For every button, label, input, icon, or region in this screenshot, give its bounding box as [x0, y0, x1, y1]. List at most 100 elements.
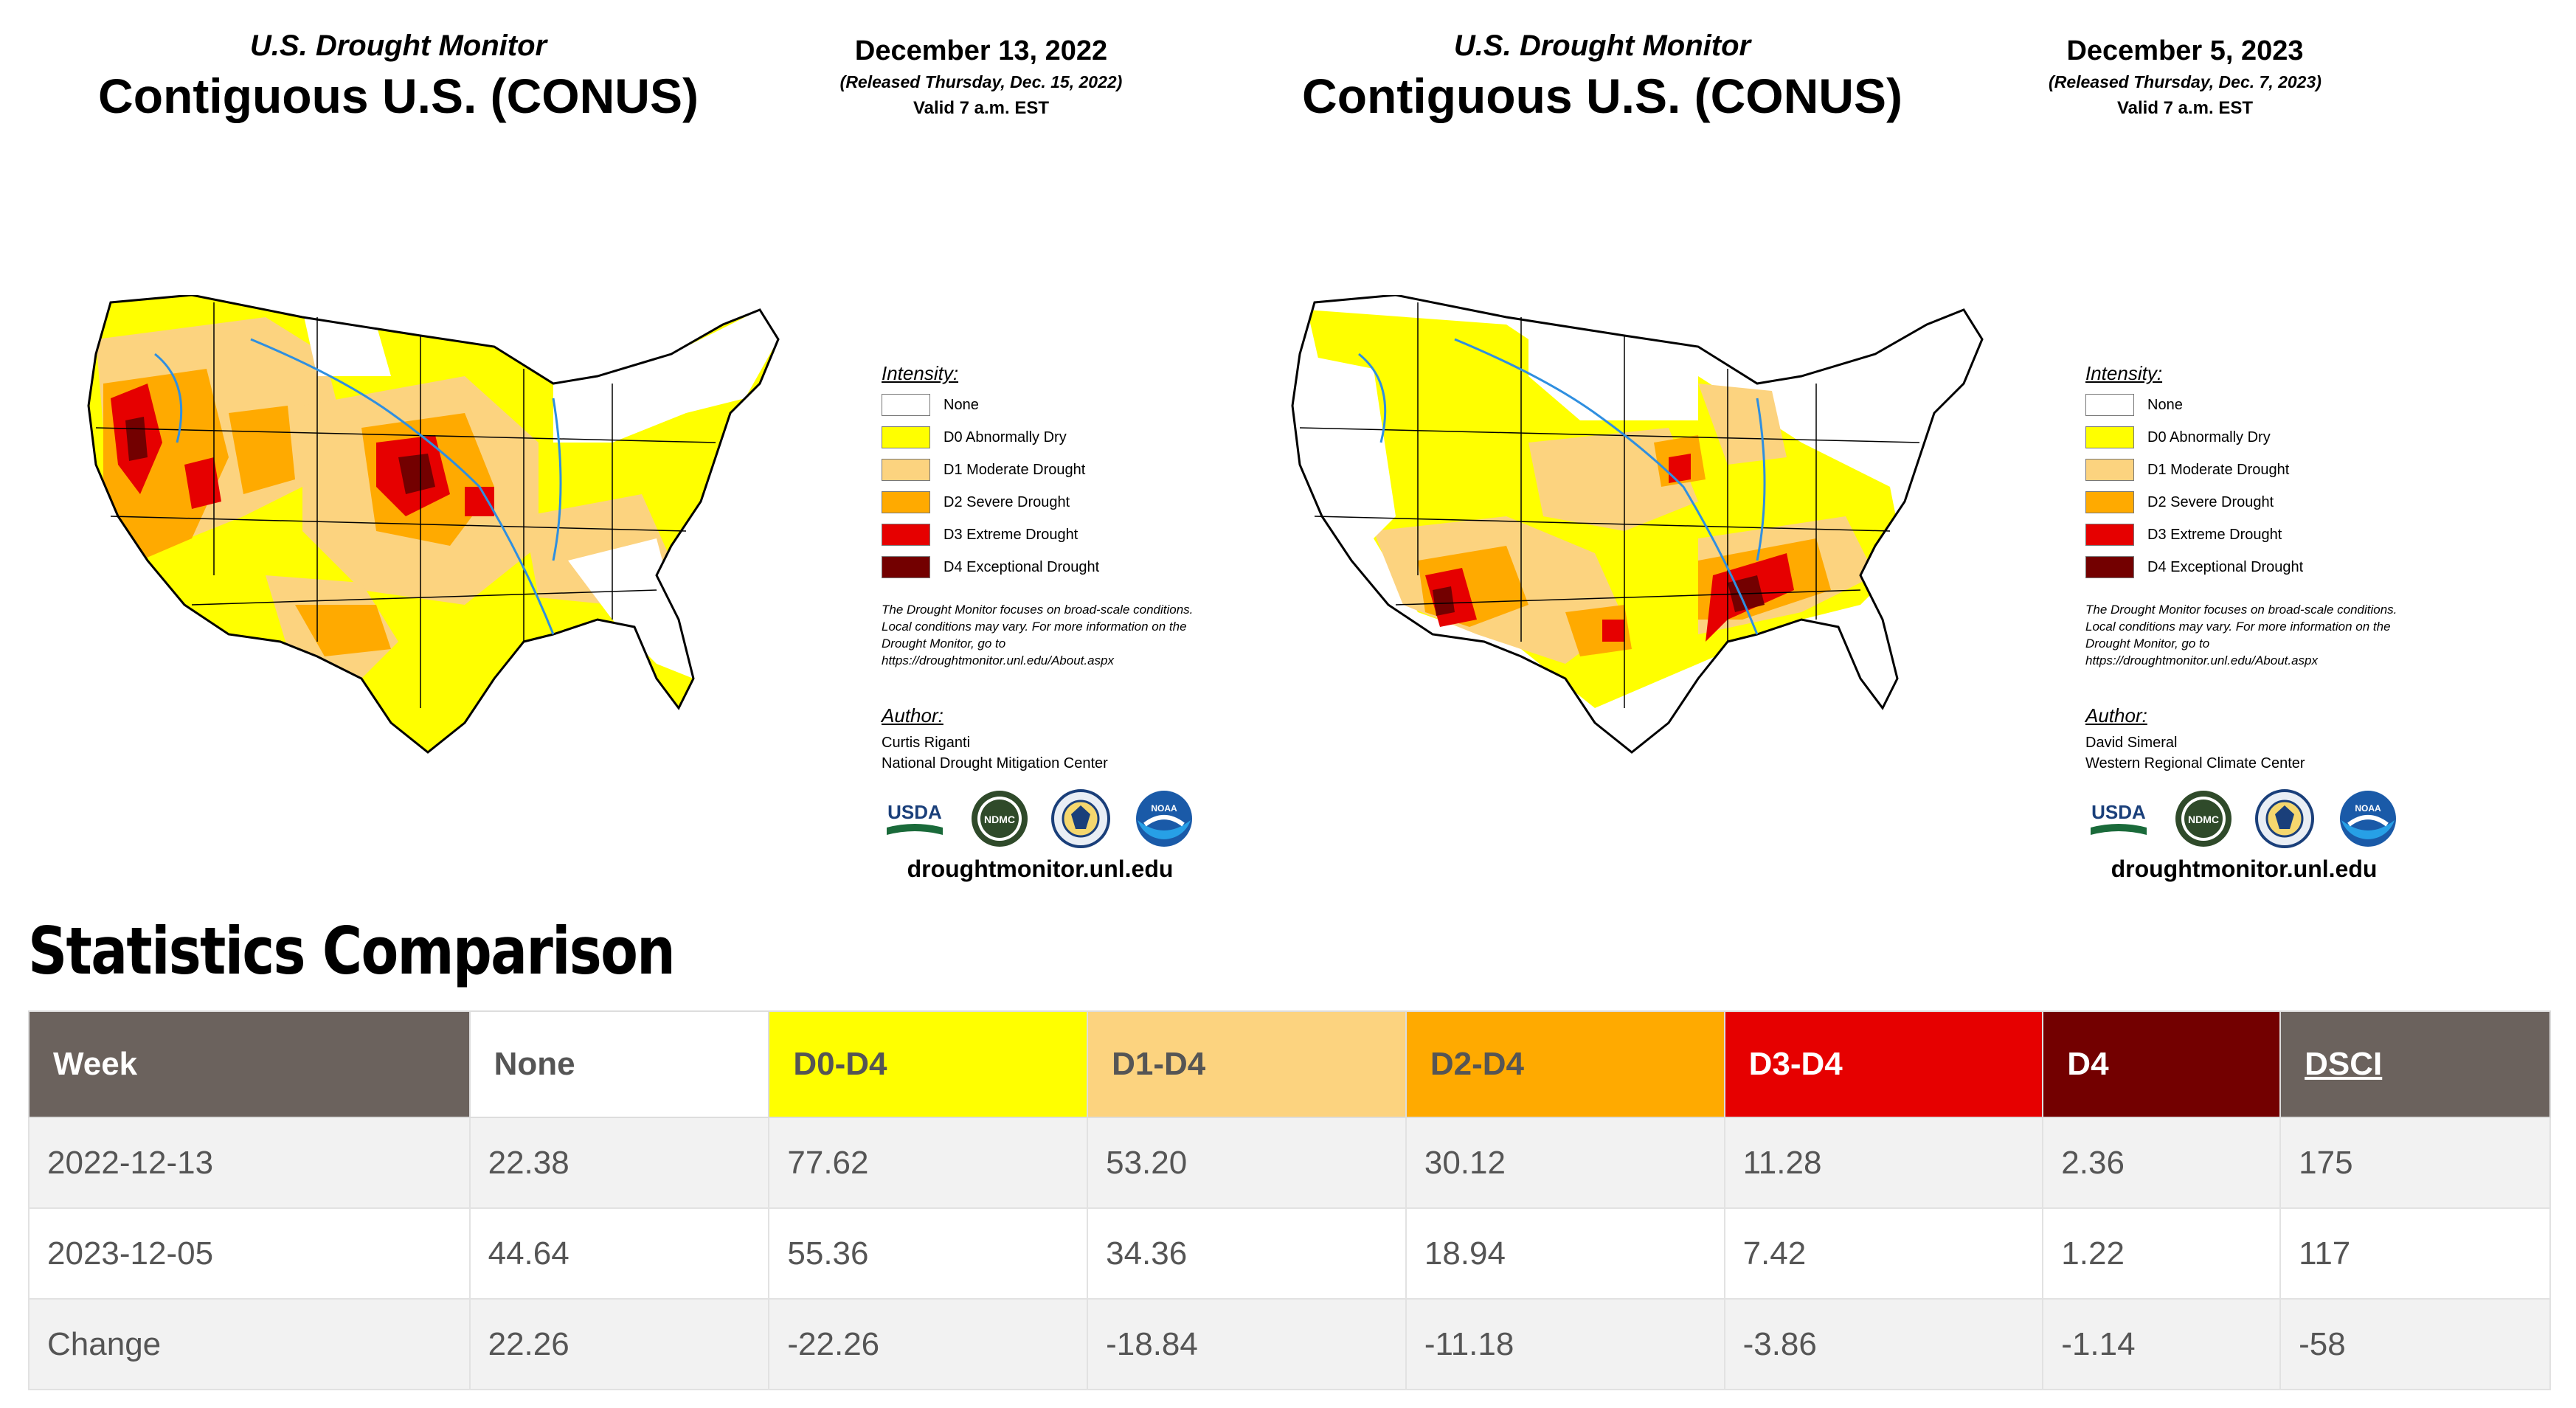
legend-label: None	[944, 396, 979, 413]
disclaimer-text: The Drought Monitor focuses on broad-sca…	[2085, 603, 2397, 667]
ndmc-logo: NDMC	[972, 791, 1028, 847]
author-name: Curtis Riganti	[882, 735, 971, 751]
table-cell: 11.28	[1723, 1117, 2044, 1209]
drought-map-panel-2022: U.S. Drought Monitor Contiguous U.S. (CO…	[0, 0, 1195, 900]
table-cell: 55.36	[768, 1207, 1089, 1300]
conus-drought-map-2023	[1291, 295, 1984, 754]
commerce-seal-icon	[1051, 789, 1110, 848]
legend-swatch	[882, 556, 930, 578]
legend-swatch	[2085, 491, 2134, 513]
legend-label: D4 Exceptional Drought	[944, 558, 1100, 575]
noaa-logo: NOAA	[2340, 791, 2396, 847]
table-cell: 175	[2279, 1117, 2551, 1209]
author-org: National Drought Mitigation Center	[882, 755, 1108, 771]
col-header-d4: D4	[2042, 1010, 2282, 1118]
map-released: (Released Thursday, Dec. 15, 2022)	[839, 72, 1123, 91]
legend-label: D0 Abnormally Dry	[944, 429, 1067, 445]
legend-label: None	[2147, 396, 2183, 413]
partner-logos: USDA NDMC NOAA	[2091, 789, 2396, 848]
website-url[interactable]: droughtmonitor.unl.edu	[2111, 856, 2378, 882]
map-date: December 5, 2023	[2066, 35, 2304, 66]
map-released: (Released Thursday, Dec. 7, 2023)	[2049, 72, 2321, 91]
table-cell: 30.12	[1405, 1117, 1725, 1209]
col-header-d1-d4: D1-D4	[1087, 1010, 1407, 1118]
table-cell: 34.36	[1087, 1207, 1407, 1300]
legend-label: D0 Abnormally Dry	[2147, 429, 2271, 445]
legend-label: D3 Extreme Drought	[2147, 526, 2282, 543]
table-cell: -11.18	[1405, 1298, 1725, 1390]
legend-item-d3: D3 Extreme Drought	[2085, 523, 2282, 547]
col-header-dsci[interactable]: DSCI	[2279, 1010, 2551, 1118]
noaa-logo-text: NOAA	[2355, 803, 2381, 814]
table-cell-week: 2022-12-13	[28, 1117, 471, 1209]
legend-label: D2 Severe Drought	[2147, 493, 2274, 510]
legend-label: D2 Severe Drought	[944, 493, 1070, 510]
commerce-seal-icon	[2255, 789, 2314, 848]
legend-swatch	[882, 394, 930, 416]
usda-logo: USDA	[2091, 801, 2147, 835]
table-row: 2023-12-05 44.64 55.36 34.36 18.94 7.42 …	[28, 1207, 2551, 1300]
monitor-subtitle: U.S. Drought Monitor	[249, 30, 547, 62]
monitor-subtitle: U.S. Drought Monitor	[1453, 30, 1751, 62]
table-cell: -18.84	[1087, 1298, 1407, 1390]
legend-item-d1: D1 Moderate Drought	[2085, 458, 2289, 482]
author-title: Author:	[2085, 704, 2147, 726]
statistics-heading: Statistics Comparison	[28, 913, 676, 989]
author-org: Western Regional Climate Center	[2085, 755, 2305, 771]
ndmc-logo-text: NDMC	[2188, 814, 2219, 825]
map-date: December 13, 2022	[854, 35, 1108, 66]
usda-logo: USDA	[887, 801, 943, 835]
legend-swatch	[2085, 426, 2134, 448]
legend-item-d0: D0 Abnormally Dry	[882, 426, 1067, 449]
legend-item-none: None	[2085, 393, 2183, 417]
table-cell: 1.22	[2042, 1207, 2282, 1300]
legend-item-d3: D3 Extreme Drought	[882, 523, 1078, 547]
table-row: 2022-12-13 22.38 77.62 53.20 30.12 11.28…	[28, 1117, 2551, 1209]
usda-logo-text: USDA	[2091, 801, 2146, 823]
website-url[interactable]: droughtmonitor.unl.edu	[907, 856, 1174, 882]
legend-swatch	[882, 491, 930, 513]
noaa-logo-text: NOAA	[1151, 803, 1177, 814]
table-cell: 22.38	[468, 1117, 770, 1209]
legend-swatch	[2085, 459, 2134, 481]
legend-label: D1 Moderate Drought	[944, 461, 1086, 478]
col-header-none: None	[468, 1010, 770, 1118]
col-header-d0-d4: D0-D4	[768, 1010, 1089, 1118]
legend-item-d2: D2 Severe Drought	[2085, 490, 2274, 514]
table-cell-week: 2023-12-05	[28, 1207, 471, 1300]
legend-item-d4: D4 Exceptional Drought	[2085, 555, 2303, 579]
col-header-week: Week	[28, 1010, 471, 1118]
table-cell: 18.94	[1405, 1207, 1725, 1300]
ndmc-logo-text: NDMC	[984, 814, 1015, 825]
legend-swatch	[2085, 524, 2134, 546]
legend-swatch	[2085, 556, 2134, 578]
author-title: Author:	[882, 704, 944, 726]
table-row: Change 22.26 -22.26 -18.84 -11.18 -3.86 …	[28, 1298, 2551, 1390]
legend-swatch	[2085, 394, 2134, 416]
map-valid: Valid 7 a.m. EST	[2116, 98, 2254, 118]
table-cell: 77.62	[768, 1117, 1089, 1209]
legend-title: Intensity:	[2085, 362, 2163, 384]
legend-label: D1 Moderate Drought	[2147, 461, 2290, 478]
map-valid: Valid 7 a.m. EST	[913, 98, 1050, 118]
legend-item-d4: D4 Exceptional Drought	[882, 555, 1099, 579]
legend-swatch	[882, 524, 930, 546]
legend-item-d2: D2 Severe Drought	[882, 490, 1070, 514]
legend-swatch	[882, 459, 930, 481]
table-cell: -3.86	[1723, 1298, 2044, 1390]
col-header-d2-d4: D2-D4	[1405, 1010, 1725, 1118]
legend-item-d1: D1 Moderate Drought	[882, 458, 1085, 482]
legend-label: D4 Exceptional Drought	[2147, 558, 2304, 575]
table-cell: -58	[2279, 1298, 2551, 1390]
table-cell: -22.26	[768, 1298, 1089, 1390]
legend-label: D3 Extreme Drought	[944, 526, 1078, 543]
table-cell: -1.14	[2042, 1298, 2282, 1390]
table-cell: 22.26	[468, 1298, 770, 1390]
table-header-row: Week None D0-D4 D1-D4 D2-D4 D3-D4 D4 DSC…	[28, 1010, 2551, 1118]
table-cell-week: Change	[28, 1298, 471, 1390]
dsci-link[interactable]: DSCI	[2305, 1046, 2383, 1082]
map-title: Contiguous U.S. (CONUS)	[98, 69, 699, 123]
table-cell: 2.36	[2042, 1117, 2282, 1209]
table-cell: 7.42	[1723, 1207, 2044, 1300]
table-cell: 117	[2279, 1207, 2551, 1300]
